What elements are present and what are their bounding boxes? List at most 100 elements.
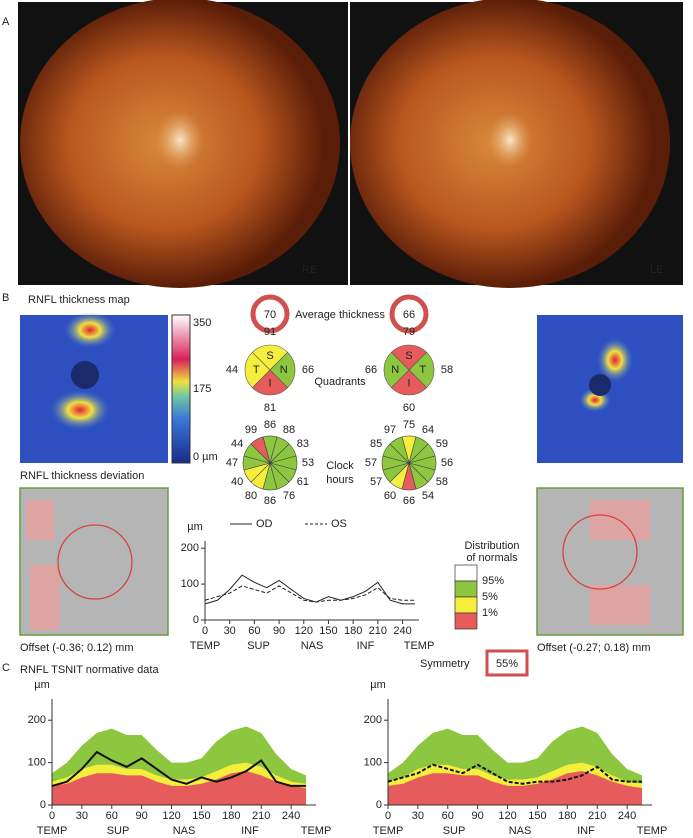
clock-value: 64 bbox=[422, 424, 434, 436]
colorbar bbox=[171, 314, 191, 464]
norm-band bbox=[388, 771, 643, 805]
region-label: TEMP bbox=[190, 640, 221, 652]
region-label: INF bbox=[241, 825, 259, 837]
quadrant-value: 66 bbox=[365, 364, 377, 376]
deviation-patch bbox=[590, 585, 650, 625]
clock-value: 85 bbox=[370, 438, 382, 450]
x-tick-label: 210 bbox=[588, 810, 606, 822]
quadrant-value: 91 bbox=[264, 326, 276, 338]
y-tick-label: 0 bbox=[376, 799, 382, 811]
panel-label: B bbox=[2, 292, 9, 304]
quadrant-letter: S bbox=[266, 350, 273, 362]
colorbar-label: 0 µm bbox=[193, 451, 218, 463]
colorbar-label: 350 bbox=[193, 317, 211, 329]
region-label: TEMP bbox=[637, 825, 668, 837]
clock-value: 75 bbox=[403, 419, 415, 431]
average-label: Average thickness bbox=[295, 309, 385, 321]
quadrant-letter: N bbox=[280, 364, 288, 376]
clock-value: 58 bbox=[436, 476, 448, 488]
y-axis-label: µm bbox=[187, 521, 203, 533]
y-tick-label: 200 bbox=[28, 714, 46, 726]
map-disc bbox=[589, 374, 611, 396]
legend-swatch bbox=[454, 564, 478, 582]
region-label: TEMP bbox=[301, 825, 332, 837]
map-hotspot bbox=[64, 312, 116, 348]
x-tick-label: 90 bbox=[136, 810, 148, 822]
clock-value: 53 bbox=[302, 457, 314, 469]
quadrant-sector bbox=[269, 351, 296, 389]
quadrant-letter: I bbox=[407, 378, 410, 390]
quadrant-value: 60 bbox=[403, 402, 415, 414]
region-label: NAS bbox=[301, 640, 324, 652]
clock-value: 44 bbox=[231, 438, 243, 450]
clock-value: 40 bbox=[231, 476, 243, 488]
clock-sector bbox=[389, 436, 410, 465]
quadrant-sector bbox=[244, 351, 271, 389]
series-line bbox=[204, 574, 415, 605]
colorbar-label: 175 bbox=[193, 383, 211, 395]
clock-value: 61 bbox=[297, 476, 309, 488]
region-label: INF bbox=[357, 640, 375, 652]
x-tick-label: 120 bbox=[295, 625, 313, 637]
optic-disc-le bbox=[488, 112, 532, 168]
x-tick-label: 90 bbox=[273, 625, 285, 637]
x-tick-label: 150 bbox=[192, 810, 210, 822]
x-tick-label: 120 bbox=[162, 810, 180, 822]
region-label: TEMP bbox=[404, 640, 435, 652]
quadrant-letter: S bbox=[405, 350, 412, 362]
x-tick-label: 240 bbox=[393, 625, 411, 637]
region-label: TEMP bbox=[373, 825, 404, 837]
clock-value: 57 bbox=[370, 476, 382, 488]
quadrant-sector bbox=[251, 344, 289, 371]
x-tick-label: 60 bbox=[442, 810, 454, 822]
clock-value: 83 bbox=[297, 438, 309, 450]
symmetry-label: Symmetry bbox=[420, 658, 470, 670]
x-tick-label: 150 bbox=[319, 625, 337, 637]
panel-c-title: RNFL TSNIT normative data bbox=[20, 664, 159, 676]
clock-value: 59 bbox=[436, 438, 448, 450]
clock-sector bbox=[250, 436, 271, 465]
y-tick-label: 100 bbox=[28, 757, 46, 769]
panel-label: C bbox=[2, 662, 10, 674]
clock-value: 86 bbox=[264, 419, 276, 431]
y-tick-label: 0 bbox=[193, 614, 199, 626]
clock-value: 47 bbox=[226, 457, 238, 469]
clock-value: 88 bbox=[283, 424, 295, 436]
eye-label: LE bbox=[650, 264, 663, 276]
series-line bbox=[51, 750, 307, 787]
x-tick-label: 0 bbox=[49, 810, 55, 822]
deviation-title: RNFL thickness deviation bbox=[20, 470, 144, 482]
average-value: 70 bbox=[264, 309, 276, 321]
legend-swatch bbox=[454, 612, 478, 630]
x-tick-label: 0 bbox=[202, 625, 208, 637]
clock-value: 57 bbox=[365, 457, 377, 469]
quadrant-sector bbox=[383, 351, 410, 389]
norm-band bbox=[52, 771, 307, 805]
y-tick-label: 100 bbox=[181, 578, 199, 590]
x-tick-label: 210 bbox=[369, 625, 387, 637]
clock-value: 66 bbox=[403, 495, 415, 507]
legend-label: OD bbox=[256, 518, 273, 530]
legend-title: of normals bbox=[466, 552, 518, 564]
region-label: NAS bbox=[509, 825, 532, 837]
scan-circle bbox=[562, 514, 638, 590]
symmetry-box bbox=[485, 649, 529, 677]
region-label: NAS bbox=[173, 825, 196, 837]
x-tick-label: 180 bbox=[558, 810, 576, 822]
clock-value: 86 bbox=[264, 495, 276, 507]
clock-label: Clock bbox=[326, 460, 354, 472]
quadrant-label: Quadrants bbox=[314, 376, 366, 388]
series-line bbox=[204, 585, 415, 603]
deviation-patch bbox=[26, 500, 54, 540]
offset-label: Offset (-0.27; 0.18) mm bbox=[537, 642, 651, 654]
deviation-patch bbox=[30, 565, 60, 630]
region-label: SUP bbox=[443, 825, 466, 837]
x-tick-label: 60 bbox=[106, 810, 118, 822]
region-label: SUP bbox=[247, 640, 270, 652]
quadrant-sector bbox=[390, 344, 428, 371]
offset-label: Offset (-0.36; 0.12) mm bbox=[20, 642, 134, 654]
average-value: 66 bbox=[403, 309, 415, 321]
x-tick-label: 240 bbox=[618, 810, 636, 822]
deviation-patch bbox=[590, 500, 650, 540]
